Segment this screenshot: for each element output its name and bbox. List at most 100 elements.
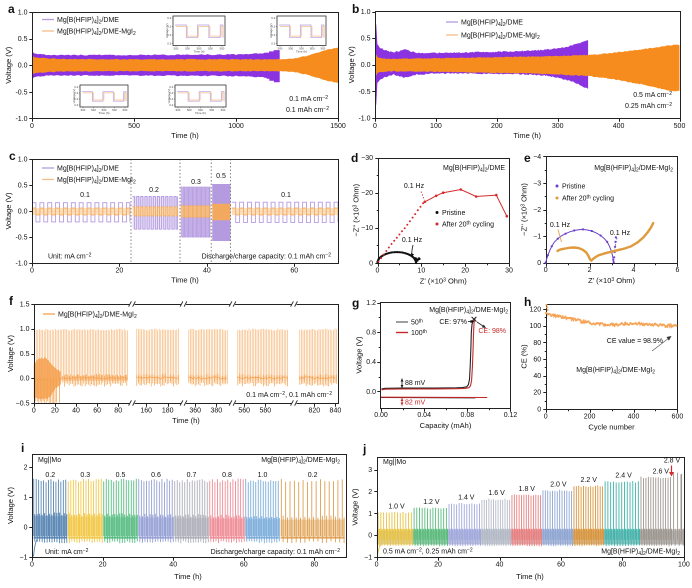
svg-text:500: 500 [102, 108, 107, 112]
svg-text:40: 40 [72, 408, 80, 415]
svg-text:840: 840 [330, 408, 342, 415]
svg-text:400: 400 [628, 413, 640, 420]
svg-text:−Z'' (×103 Ohm): −Z'' (×103 Ohm) [520, 183, 529, 236]
svg-text:0.0: 0.0 [18, 63, 28, 70]
svg-text:300: 300 [552, 123, 564, 130]
svg-text:0: 0 [375, 562, 379, 569]
svg-text:0.2: 0.2 [169, 85, 173, 89]
svg-text:Time (h): Time (h) [296, 50, 307, 54]
svg-text:-0.5: -0.5 [15, 234, 27, 241]
svg-text:After 20th cycling: After 20th cycling [442, 220, 494, 228]
svg-text:500: 500 [278, 46, 283, 50]
svg-text:0: 0 [30, 268, 34, 275]
svg-text:1: 1 [368, 511, 372, 518]
svg-text:1.0: 1.0 [18, 156, 28, 163]
svg-text:a: a [8, 2, 15, 16]
svg-text:400: 400 [613, 123, 625, 130]
svg-text:0.04: 0.04 [417, 412, 431, 419]
svg-text:Voltage (V): Voltage (V) [351, 488, 360, 526]
svg-text:500: 500 [198, 108, 203, 112]
svg-text:0.2: 0.2 [74, 85, 78, 89]
svg-text:CE value = 98.9%: CE value = 98.9% [607, 338, 663, 345]
svg-text:0.1 mAh cm−2: 0.1 mAh cm−2 [286, 106, 329, 114]
svg-text:20: 20 [434, 562, 442, 569]
svg-text:0.2: 0.2 [74, 97, 78, 101]
svg-text:0: 0 [544, 413, 548, 420]
svg-text:-1.0: -1.0 [15, 260, 27, 267]
svg-text:0.1 Hz: 0.1 Hz [402, 237, 423, 244]
svg-text:0.2: 0.2 [169, 91, 173, 95]
svg-text:4: 4 [632, 267, 636, 274]
svg-text:Mg[B(HFIP)4]2/DME-MgI2: Mg[B(HFIP)4]2/DME-MgI2 [576, 367, 655, 376]
svg-text:500: 500 [310, 46, 315, 50]
svg-text:0.2: 0.2 [45, 472, 55, 479]
svg-text:2: 2 [588, 267, 592, 274]
svg-text:0.2: 0.2 [169, 97, 173, 101]
svg-text:2.2 V: 2.2 V [581, 477, 598, 484]
svg-text:−20: −20 [361, 190, 373, 197]
svg-text:100: 100 [678, 562, 690, 569]
svg-text:0.2: 0.2 [308, 472, 318, 479]
svg-text:-0.5: -0.5 [15, 89, 27, 96]
svg-text:i: i [21, 441, 24, 455]
svg-text:0.1 mA cm−2: 0.1 mA cm−2 [289, 95, 328, 103]
svg-text:500: 500 [176, 108, 181, 112]
svg-text:−0.5: −0.5 [16, 400, 30, 407]
svg-text:-1.0: -1.0 [358, 115, 370, 122]
svg-text:Time (h): Time (h) [172, 416, 200, 425]
svg-text:82 mV: 82 mV [405, 400, 426, 407]
svg-text:100: 100 [430, 123, 442, 130]
svg-text:e: e [524, 151, 531, 165]
svg-text:0.1 Hz: 0.1 Hz [550, 222, 571, 229]
svg-text:1.0: 1.0 [18, 9, 28, 16]
svg-text:20: 20 [51, 408, 59, 415]
svg-text:0: 0 [537, 406, 541, 413]
svg-text:0.8: 0.8 [366, 330, 376, 337]
svg-text:0.1 Hz: 0.1 Hz [610, 230, 631, 237]
svg-text:Voltage (V): Voltage (V) [6, 486, 15, 524]
svg-text:Time (h): Time (h) [174, 572, 202, 581]
svg-text:−4: −4 [533, 154, 541, 161]
svg-text:60: 60 [290, 268, 298, 275]
svg-text:Unit: mA cm−2: Unit: mA cm−2 [48, 252, 92, 260]
svg-text:0.5 mA cm−2, 0.25 mAh cm−2: 0.5 mA cm−2, 0.25 mAh cm−2 [383, 547, 473, 555]
svg-text:560: 560 [238, 408, 250, 415]
svg-text:0: 0 [30, 123, 34, 130]
svg-text:100th: 100th [411, 329, 427, 337]
svg-text:1.0: 1.0 [20, 326, 30, 333]
svg-text:0: 0 [369, 260, 373, 267]
svg-text:0: 0 [32, 408, 36, 415]
svg-text:0: 0 [373, 123, 377, 130]
svg-text:Voltage (V): Voltage (V) [6, 334, 15, 372]
svg-text:1.4 V: 1.4 V [458, 495, 475, 502]
svg-text:0.2: 0.2 [167, 25, 171, 29]
svg-text:Voltage (V): Voltage (V) [4, 46, 13, 84]
svg-text:380: 380 [210, 408, 222, 415]
svg-text:0.12: 0.12 [504, 412, 518, 419]
svg-text:Mg||Mo: Mg||Mo [38, 457, 61, 464]
svg-text:Voltage (V): Voltage (V) [4, 192, 13, 230]
svg-text:b: b [352, 2, 359, 16]
svg-text:0: 0 [376, 268, 380, 275]
svg-text:500: 500 [91, 108, 96, 112]
svg-text:−1: −1 [533, 233, 541, 240]
svg-text:500: 500 [674, 123, 686, 130]
svg-text:0.2: 0.2 [74, 103, 78, 107]
svg-text:500: 500 [123, 108, 128, 112]
svg-text:100: 100 [530, 323, 542, 330]
svg-text:60: 60 [557, 562, 565, 569]
svg-text:20: 20 [533, 390, 541, 397]
svg-text:Mg[B(HFIP)4]2/DME: Mg[B(HFIP)4]2/DME [443, 165, 505, 174]
svg-text:600: 600 [672, 413, 684, 420]
svg-text:0.1: 0.1 [80, 192, 90, 199]
svg-text:−10: −10 [361, 225, 373, 232]
svg-text:0.5: 0.5 [20, 351, 30, 358]
svg-text:500: 500 [81, 108, 86, 112]
svg-text:Pristine: Pristine [442, 210, 465, 217]
svg-text:Pristine: Pristine [562, 184, 585, 191]
svg-text:Voltage (V): Voltage (V) [165, 23, 169, 38]
svg-text:0.5 mA cm−2: 0.5 mA cm−2 [633, 91, 672, 99]
svg-text:0.5: 0.5 [116, 472, 126, 479]
svg-text:20: 20 [461, 268, 469, 275]
svg-text:0.2: 0.2 [169, 103, 173, 107]
